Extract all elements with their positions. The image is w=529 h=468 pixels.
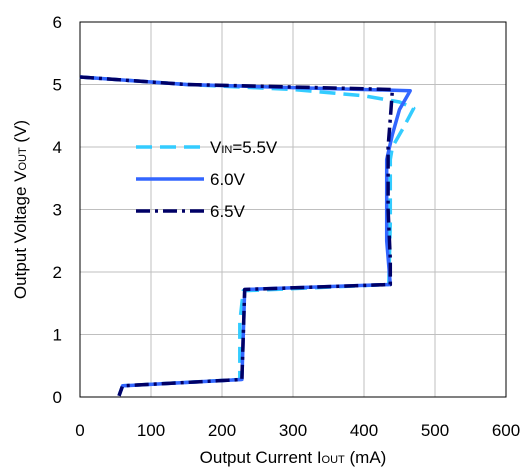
series-line-1 (79, 75, 416, 397)
x-tick-label: 100 (137, 421, 165, 440)
legend-label-1: VIN=5.5V (210, 138, 278, 157)
y-axis-title-sub: OUT (17, 147, 29, 171)
x-axis-title-main: Output Current I (200, 448, 322, 467)
legend-label-sub: IN (221, 144, 232, 156)
x-axis-title-sub: OUT (322, 454, 346, 466)
legend-label-3: 6.5V (210, 202, 246, 221)
y-tick-label: 5 (53, 76, 62, 95)
legend-label-main: V (210, 138, 222, 157)
plot-frame (79, 21, 507, 398)
x-tick-label: 0 (75, 421, 84, 440)
y-tick-label: 6 (53, 13, 62, 32)
x-axis-title: Output Current IOUT (mA) (200, 448, 387, 467)
series-line-3 (79, 75, 395, 397)
x-tick-label: 300 (279, 421, 307, 440)
x-tick-label: 500 (421, 421, 449, 440)
y-tick-label: 3 (53, 201, 62, 220)
x-tick-labels: 0 100 200 300 400 500 600 (75, 421, 520, 440)
x-axis-title-unit: (mA) (345, 448, 387, 467)
y-axis-title-unit: (V) (11, 120, 30, 147)
y-tick-label: 0 (53, 388, 62, 407)
y-tick-label: 4 (53, 138, 62, 157)
y-tick-labels: 0 1 2 3 4 5 6 (53, 13, 62, 407)
series-layer (79, 75, 416, 397)
legend-label-rest: 6.5V (210, 202, 246, 221)
x-tick-label: 200 (208, 421, 236, 440)
legend-label-2: 6.0V (210, 170, 246, 189)
legend-label-rest: 6.0V (210, 170, 246, 189)
y-axis-title-main: Output Voltage V (11, 170, 30, 299)
x-tick-label: 600 (492, 421, 520, 440)
legend-label-rest: =5.5V (232, 138, 278, 157)
y-tick-label: 2 (53, 263, 62, 282)
y-tick-label: 1 (53, 326, 62, 345)
y-axis-title: Output Voltage VOUT (V) (11, 120, 30, 299)
legend: VIN=5.5V 6.0V 6.5V (136, 138, 278, 221)
x-tick-label: 400 (350, 421, 378, 440)
series-line-2 (79, 75, 412, 397)
